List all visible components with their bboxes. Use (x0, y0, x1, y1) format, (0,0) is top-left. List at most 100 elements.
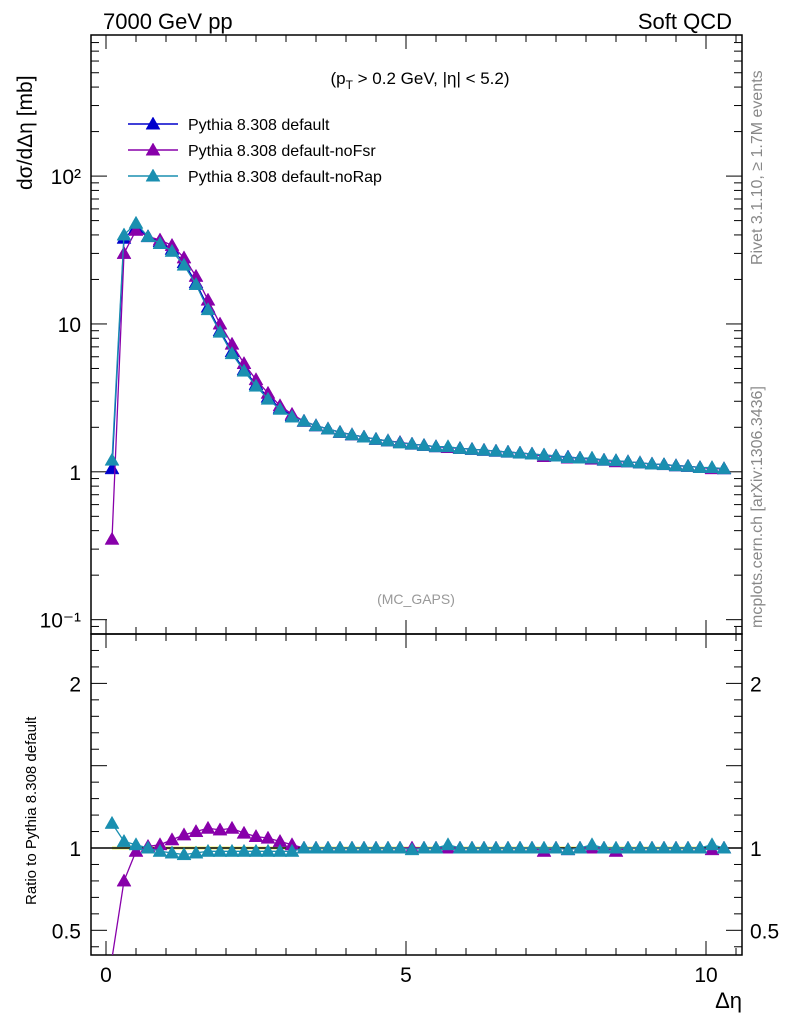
legend-label-noFsr: Pythia 8.308 default-noFsr (188, 143, 376, 160)
y-tick-label: 10⁻¹ (40, 610, 81, 633)
ratio-point-noRap (692, 840, 708, 854)
ratio-point-noFsr (200, 820, 216, 834)
ratio-y-tick-label: 1 (69, 838, 81, 861)
data-point-noRap (104, 452, 120, 466)
data-point-noRap (188, 276, 204, 290)
ratio-point-noFsr (176, 827, 192, 841)
data-point-noRap (200, 302, 216, 316)
data-point-noRap (164, 243, 180, 257)
ratio-point-noRap (596, 840, 612, 854)
ratio-point-noRap (200, 843, 216, 857)
x-axis-title: Δη (715, 988, 742, 1013)
ratio-point-noRap (380, 840, 396, 854)
ratio-point-noFsr (188, 824, 204, 838)
y-tick-label: 1 (69, 462, 81, 485)
data-point-noRap (656, 457, 672, 471)
ratio-y-tick-label: 0.5 (52, 920, 81, 943)
ratio-point-noRap (476, 840, 492, 854)
ratio-point-noRap (116, 833, 132, 847)
ratio-point-noRap (584, 837, 600, 851)
data-point-noRap (560, 449, 576, 463)
ratio-point-noFsr (248, 828, 264, 842)
legend-marker-default (145, 116, 161, 130)
legend-label-default: Pythia 8.308 default (188, 117, 330, 134)
ratio-point-noRap (296, 840, 312, 854)
ratio-point-noRap (548, 840, 564, 854)
main-y-axis-title: dσ/dΔη [mb] (14, 75, 37, 190)
ratio-point-noRap (140, 840, 156, 854)
ratio-point-noRap (236, 843, 252, 857)
ratio-point-noRap (152, 843, 168, 857)
data-point-noRap (176, 257, 192, 271)
ratio-point-noRap (560, 842, 576, 856)
ratio-line-noRap (111, 822, 725, 856)
ratio-point-noRap (608, 840, 624, 854)
ratio-point-noRap (656, 840, 672, 854)
data-point-noRap (236, 363, 252, 377)
ratio-point-noRap (404, 842, 420, 856)
ratio-point-noFsr (212, 822, 228, 836)
x-tick-label: 0 (100, 964, 112, 987)
ratio-y-tick-label-right: 1 (750, 838, 762, 861)
series-line-default (111, 226, 725, 470)
data-point-noRap (260, 391, 276, 405)
data-point-noRap (128, 215, 144, 229)
ratio-point-noRap (440, 837, 456, 851)
ratio-point-noRap (536, 840, 552, 854)
data-point-noRap (704, 459, 720, 473)
data-point-noRap (668, 458, 684, 472)
ratio-point-noRap (632, 840, 648, 854)
ratio-point-noRap (272, 843, 288, 857)
legend: Pythia 8.308 default Pythia 8.308 default… (128, 116, 382, 186)
data-point-noRap (116, 227, 132, 241)
data-point-noRap (608, 453, 624, 467)
data-point-noFsr (104, 531, 120, 545)
ratio-point-noFsr (116, 873, 132, 887)
ratio-point-noRap (572, 840, 588, 854)
x-tick-label: 10 (694, 964, 717, 987)
ratio-point-noRap (248, 843, 264, 857)
data-point-noRap (548, 448, 564, 462)
ratio-point-noRap (356, 840, 372, 854)
data-point-noRap (464, 441, 480, 455)
ratio-point-noRap (392, 840, 408, 854)
data-point-noRap (416, 437, 432, 451)
data-point-noRap (500, 444, 516, 458)
series-line-noRap (111, 222, 725, 470)
ratio-point-noRap (716, 840, 732, 854)
data-point-noRap (596, 452, 612, 466)
data-point-noRap (524, 446, 540, 460)
ratio-point-noFsr (236, 825, 252, 839)
ratio-point-noRap (164, 845, 180, 859)
y-tick-label: 10² (51, 166, 81, 189)
data-point-noRap (440, 439, 456, 453)
x-tick-label: 5 (400, 964, 412, 987)
ratio-point-noRap (344, 840, 360, 854)
data-point-noRap (296, 413, 312, 427)
ratio-point-noRap (128, 837, 144, 851)
ratio-line-noFsr (111, 827, 725, 955)
process-label: Soft QCD (638, 9, 732, 34)
rivet-version-label: Rivet 3.1.10, ≥ 1.7M events (749, 70, 766, 265)
cuts-annotation: (pT > 0.2 GeV, |η| < 5.2) (330, 69, 509, 92)
energy-label: 7000 GeV pp (103, 9, 233, 34)
data-point-noRap (692, 459, 708, 473)
data-point-noRap (452, 440, 468, 454)
ratio-point-noRap (176, 847, 192, 861)
data-point-noRap (140, 229, 156, 243)
data-point-noRap (632, 455, 648, 469)
data-point-noRap (272, 401, 288, 415)
ratio-point-noRap (332, 840, 348, 854)
ratio-point-noRap (212, 843, 228, 857)
data-point-noRap (284, 409, 300, 423)
data-point-noRap (152, 236, 168, 250)
y-tick-label: 10 (58, 314, 81, 337)
ratio-point-noFsr (260, 830, 276, 844)
legend-marker-noFsr (145, 142, 161, 156)
ratio-point-noRap (644, 840, 660, 854)
analysis-watermark: (MC_GAPS) (377, 591, 455, 607)
ratio-point-noRap (284, 843, 300, 857)
data-point-noFsr (128, 222, 144, 236)
ratio-point-noRap (500, 840, 516, 854)
